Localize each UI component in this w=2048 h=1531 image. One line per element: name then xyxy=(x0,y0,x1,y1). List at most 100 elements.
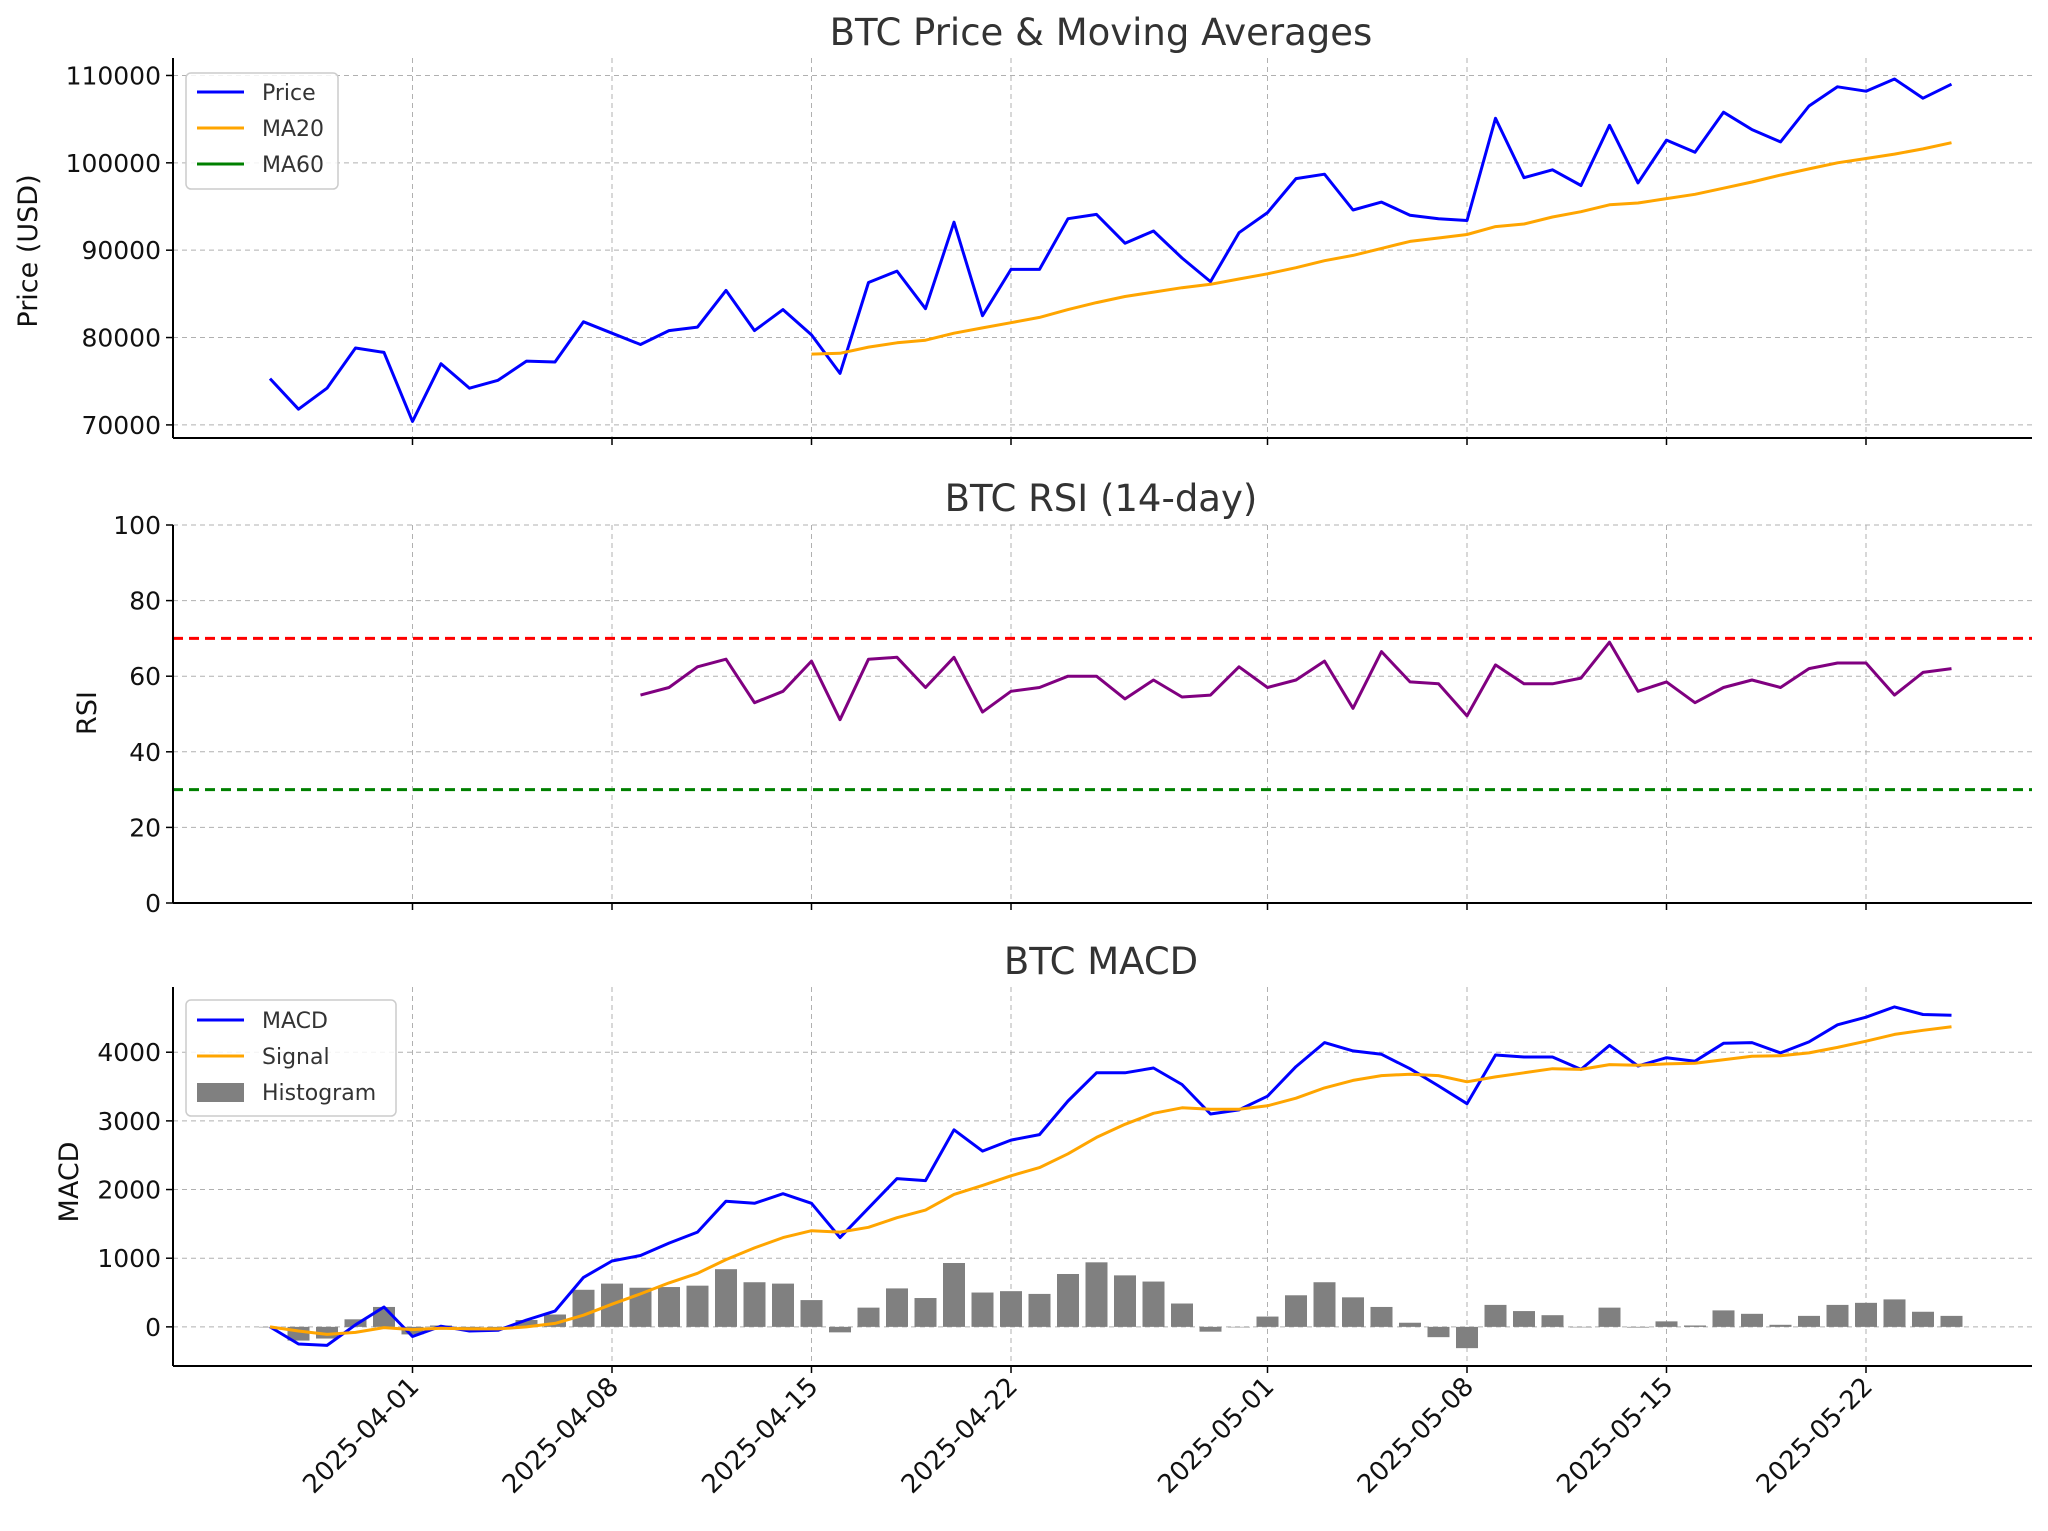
y-tick-label: 100 xyxy=(113,511,161,540)
legend-ma20-label: MA20 xyxy=(262,117,324,142)
histogram-bar xyxy=(1513,1311,1535,1327)
histogram-bar xyxy=(1484,1304,1507,1327)
y-tick-label: 70000 xyxy=(81,411,161,440)
macd-y-axis-label: MACD xyxy=(54,1142,85,1223)
histogram-bar xyxy=(572,1289,595,1327)
histogram-bar xyxy=(1085,1262,1108,1327)
histogram-bar xyxy=(1057,1273,1079,1327)
histogram-bar xyxy=(1000,1291,1022,1327)
rsi-y-ticks: 0 20 40 60 80 100 xyxy=(113,511,173,918)
histogram-bar xyxy=(1655,1321,1678,1327)
histogram-bar xyxy=(629,1287,652,1327)
histogram-bar xyxy=(1912,1311,1934,1327)
histogram-bar xyxy=(1370,1306,1393,1327)
legend-signal-label: Signal xyxy=(262,1045,330,1070)
histogram-bar xyxy=(971,1292,994,1327)
price-legend: Price MA20 MA60 xyxy=(185,72,339,190)
price-axes xyxy=(172,58,2032,439)
histogram-bar xyxy=(943,1263,965,1327)
histogram-bar xyxy=(1798,1315,1820,1327)
signal-line xyxy=(269,1025,1952,1336)
histogram-bar xyxy=(886,1288,908,1327)
y-tick-label: 20 xyxy=(129,813,161,842)
histogram-bar xyxy=(1855,1302,1877,1327)
histogram-bar xyxy=(1114,1275,1136,1327)
histogram-bar xyxy=(715,1269,737,1327)
price-legend-box xyxy=(185,72,339,190)
price-grid xyxy=(173,58,2032,445)
histogram-bar xyxy=(1570,1326,1592,1328)
y-tick-label: 110000 xyxy=(66,61,161,90)
rsi-y-axis-label: RSI xyxy=(72,691,103,735)
histogram-bar xyxy=(1826,1304,1849,1327)
histogram-bar xyxy=(1028,1293,1051,1327)
macd-line xyxy=(269,1005,1952,1347)
y-tick-label: 0 xyxy=(145,1313,161,1342)
histogram-bar xyxy=(1199,1326,1222,1332)
histogram-bar xyxy=(1427,1326,1450,1338)
y-tick-label: 1000 xyxy=(97,1244,161,1273)
y-tick-label: 4000 xyxy=(97,1038,161,1067)
histogram-bar xyxy=(1142,1281,1165,1327)
histogram-bar xyxy=(1940,1315,1963,1327)
price-y-ticks: 70000 80000 90000 100000 110000 xyxy=(66,61,173,440)
histogram-bar xyxy=(686,1285,709,1327)
y-tick-label: 90000 xyxy=(81,236,161,265)
histogram-bar xyxy=(743,1282,766,1327)
macd-chart-title: BTC MACD xyxy=(1004,940,1198,983)
macd-axes xyxy=(172,987,2032,1367)
price-chart-title: BTC Price & Moving Averages xyxy=(830,11,1373,54)
rsi-chart-title: BTC RSI (14-day) xyxy=(945,477,1258,520)
histogram-bar xyxy=(1598,1307,1621,1327)
macd-y-ticks: 0 1000 2000 3000 4000 xyxy=(97,1038,173,1342)
legend-price-label: Price xyxy=(262,81,316,106)
histogram-bar xyxy=(1313,1282,1336,1327)
y-tick-label: 80000 xyxy=(81,324,161,353)
histogram-bar xyxy=(857,1307,880,1327)
y-tick-label: 40 xyxy=(129,738,161,767)
histogram-bar xyxy=(1741,1313,1763,1327)
price-lines xyxy=(268,77,1953,423)
histogram-bar xyxy=(658,1287,680,1327)
histogram-bar xyxy=(772,1283,794,1327)
legend-histogram-label: Histogram xyxy=(262,1081,376,1106)
histogram-bar xyxy=(829,1326,851,1333)
histogram-bar xyxy=(1342,1297,1364,1327)
y-tick-label: 100000 xyxy=(66,149,161,178)
histogram-bar xyxy=(1228,1326,1250,1328)
macd-lines xyxy=(269,1005,1952,1347)
y-tick-label: 60 xyxy=(129,662,161,691)
rsi-lines xyxy=(640,640,1952,722)
rsi-axes xyxy=(172,525,2032,904)
price-panel: BTC Price & Moving Averages Price (USD) … xyxy=(13,11,2032,445)
rsi-reference-lines xyxy=(173,636,2032,792)
price-y-axis-label: Price (USD) xyxy=(13,174,44,327)
histogram-bar xyxy=(1627,1326,1649,1328)
histogram-bar xyxy=(1712,1310,1735,1327)
histogram-bar xyxy=(1684,1325,1706,1327)
histogram-bar xyxy=(1541,1315,1564,1327)
y-tick-label: 2000 xyxy=(97,1176,161,1205)
histogram-bar xyxy=(800,1300,823,1327)
histogram-bar xyxy=(1285,1295,1307,1327)
macd-legend: MACD Signal Histogram xyxy=(185,999,397,1117)
ma20-line xyxy=(811,141,1952,356)
histogram-bar xyxy=(1456,1326,1478,1349)
legend-ma60-label: MA60 xyxy=(262,153,324,178)
legend-macd-label: MACD xyxy=(262,1009,328,1034)
legend-histogram-swatch xyxy=(197,1083,244,1102)
price-line xyxy=(268,77,1953,423)
histogram-bar xyxy=(1769,1324,1792,1327)
histogram-bar xyxy=(1399,1322,1421,1327)
y-tick-label: 80 xyxy=(129,587,161,616)
rsi-line xyxy=(640,640,1952,722)
histogram-bar xyxy=(1256,1316,1279,1327)
histogram-bar xyxy=(316,1326,338,1339)
histogram-bar xyxy=(914,1298,937,1327)
rsi-panel: BTC RSI (14-day) RSI 0 20 40 60 80 100 xyxy=(72,477,2032,918)
y-tick-label: 3000 xyxy=(97,1107,161,1136)
histogram-bar xyxy=(515,1319,538,1327)
histogram-bar xyxy=(1171,1303,1193,1327)
